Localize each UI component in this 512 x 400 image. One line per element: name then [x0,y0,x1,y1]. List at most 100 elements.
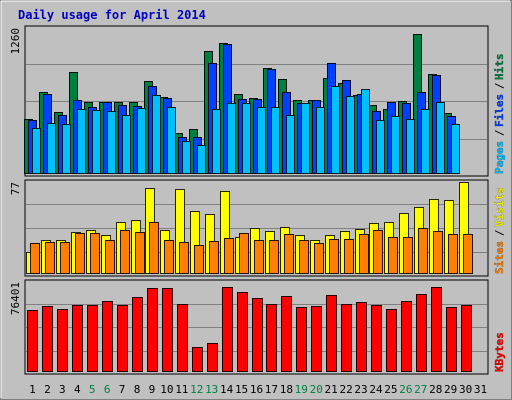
bar-sites-day-26 [403,237,413,274]
bar-pages-day-1 [32,128,41,174]
y-max-label: 1260 [9,28,22,55]
bar-kbytes-day-24 [371,305,382,372]
bar-pages-day-21 [331,86,340,174]
bar-kbytes-day-18 [281,296,292,372]
bar-pages-day-7 [122,115,131,174]
bar-kbytes-day-23 [356,302,367,372]
x-tick-label-day-13: 13 [205,383,218,396]
bar-sites-day-27 [418,228,428,274]
bar-kbytes-day-14 [222,287,233,372]
bar-pages-day-18 [286,115,295,174]
bar-kbytes-day-22 [341,304,352,372]
x-tick-label-day-24: 24 [369,383,383,396]
x-tick-label-day-20: 20 [310,383,323,396]
x-tick-label-day-21: 21 [325,383,338,396]
bar-sites-day-23 [359,234,369,274]
bar-pages-day-24 [376,120,385,174]
legend-kbytes: KBytes [493,332,506,372]
x-axis: 1 2 3 4 5 6 7 8 9 10 11 12 13 14 15 16 17 18 19 20 21 22 23 24 2… [29,383,487,396]
bar-pages-day-6 [107,111,116,174]
bar-pages-day-11 [182,141,191,174]
bar-kbytes-day-4 [72,305,83,372]
x-tick-label-day-2: 2 [44,383,51,396]
y-max-label: 77 [9,182,22,195]
bar-pages-day-20 [316,107,325,174]
bar-kbytes-day-15 [237,292,248,372]
bar-pages-day-15 [242,103,251,174]
bar-kbytes-day-9 [147,288,158,372]
bar-sites-day-17 [269,240,279,274]
legend-pages: Pages [493,141,506,174]
bar-kbytes-day-25 [386,309,397,372]
x-tick-label-day-11: 11 [175,383,188,396]
bar-pages-day-14 [227,103,236,174]
x-tick-label-day-29: 29 [444,383,457,396]
x-tick-label-day-19: 19 [295,383,308,396]
x-tick-label-day-9: 9 [149,383,156,396]
x-tick-label-day-5: 5 [89,383,96,396]
bar-sites-day-20 [314,243,324,274]
bar-sites-day-6 [105,240,115,274]
bar-kbytes-day-29 [446,307,457,372]
x-tick-label-day-17: 17 [265,383,278,396]
x-tick-label-day-22: 22 [339,383,352,396]
x-tick-label-day-14: 14 [220,383,234,396]
bar-pages-day-12 [197,145,206,174]
x-tick-label-day-25: 25 [384,383,397,396]
bar-sites-day-10 [164,240,174,274]
bar-pages-day-29 [451,124,460,174]
bar-pages-day-26 [406,119,415,174]
bar-sites-day-16 [254,240,264,274]
x-tick-label-day-10: 10 [160,383,173,396]
bar-sites-day-13 [209,241,219,274]
bar-sites-day-2 [45,242,55,274]
bar-pages-day-17 [271,107,280,174]
x-tick-label-day-1: 1 [29,383,36,396]
bar-sites-day-15 [239,233,249,274]
bar-kbytes-day-7 [117,305,128,372]
x-tick-label-day-28: 28 [429,383,442,396]
bar-pages-day-27 [421,109,430,174]
legend-separator: / [493,129,506,136]
x-tick-label-day-3: 3 [59,383,66,396]
bar-sites-day-22 [344,239,354,274]
bar-kbytes-day-8 [132,297,143,372]
legend-hits: Hits [493,54,506,81]
x-tick-label-day-16: 16 [250,383,263,396]
bar-sites-day-24 [373,230,383,274]
bar-kbytes-day-16 [252,298,263,372]
bar-kbytes-day-1 [27,310,38,372]
bar-pages-day-5 [92,110,101,174]
x-tick-label-day-15: 15 [235,383,248,396]
bar-kbytes-day-11 [177,304,188,372]
legend-sites: Sites [493,241,506,274]
panel-kbytes: 76401 KBytes [9,279,506,375]
bar-sites-day-5 [90,233,100,274]
bar-sites-day-8 [135,232,145,274]
bar-pages-day-4 [77,109,86,174]
bar-sites-day-12 [194,245,204,274]
bar-kbytes-day-12 [192,347,203,372]
legend-kbytes: KBytes [493,332,506,372]
legend-visits: Visits [493,187,506,227]
bar-pages-day-16 [257,107,266,174]
x-tick-label-day-30: 30 [459,383,472,396]
bar-kbytes-day-6 [102,301,113,372]
bar-sites-day-25 [388,237,398,274]
y-max-label: 76401 [9,282,22,315]
panel-visits-sites: 77 Sites / Visits [9,179,506,277]
x-tick-label-day-4: 4 [74,383,81,396]
bar-sites-day-9 [149,222,159,274]
legend-hits-files-pages: Pages/Files/Hits [493,53,506,174]
bar-kbytes-day-26 [401,301,412,372]
x-tick-label-day-31: 31 [474,383,487,396]
legend-visits-sites: Sites / Visits [493,187,506,274]
bar-sites-day-18 [284,234,294,274]
bar-kbytes-day-3 [57,309,68,372]
bar-pages-day-28 [436,102,445,174]
bar-pages-day-13 [212,109,221,174]
bar-sites-day-1 [30,243,40,274]
x-tick-label-day-8: 8 [134,383,141,396]
bar-sites-day-3 [60,242,70,274]
